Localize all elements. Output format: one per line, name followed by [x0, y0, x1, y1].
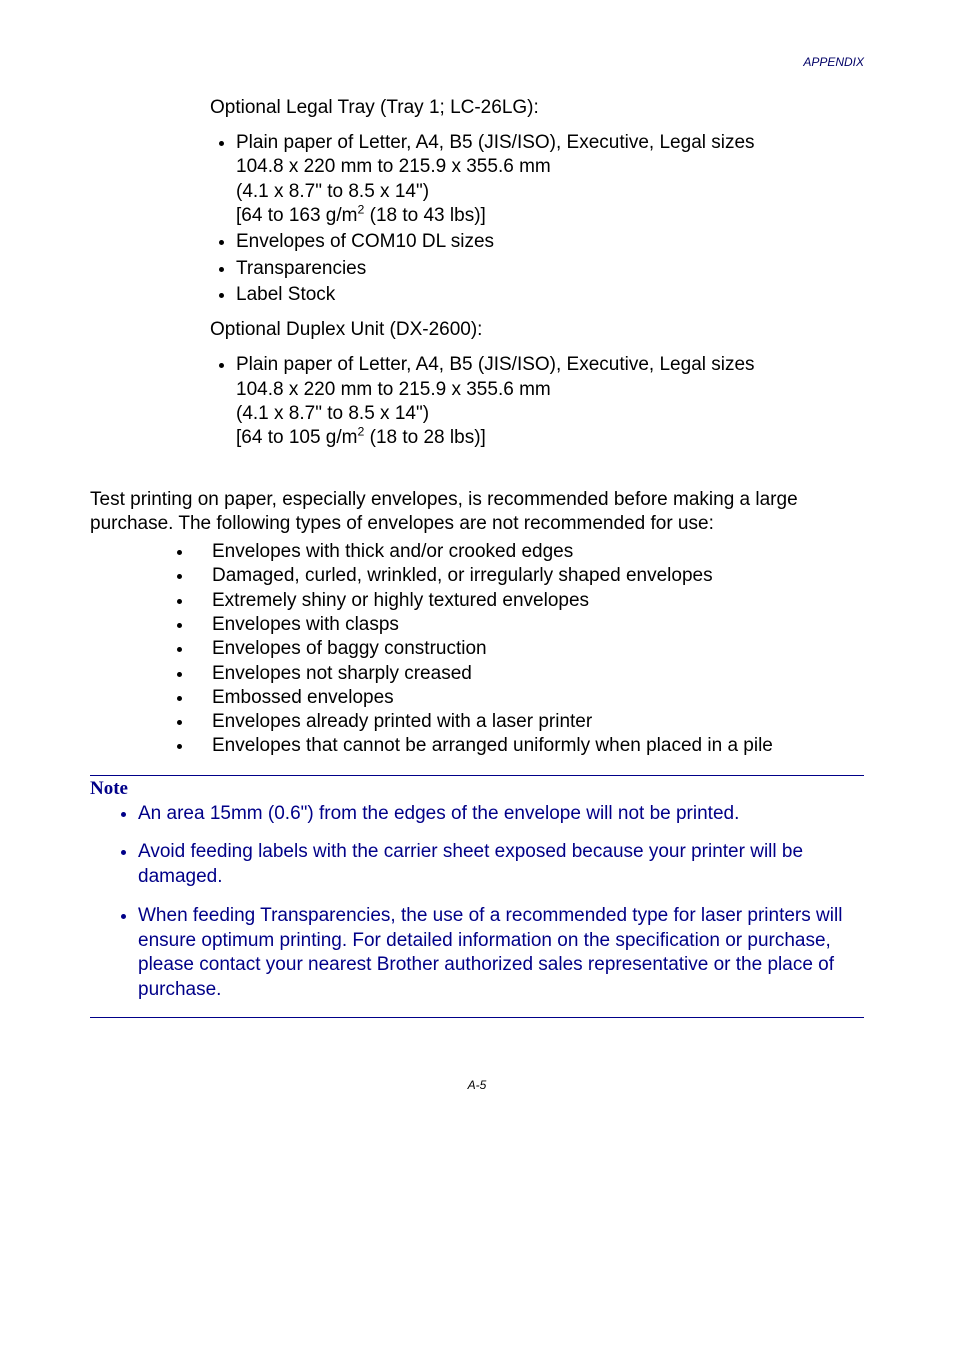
list-item: Damaged, curled, wrinkled, or irregularl… [194, 564, 864, 588]
item-subline: (4.1 x 8.7" to 8.5 x 14") [236, 402, 864, 426]
list-item: Plain paper of Letter, A4, B5 (JIS/ISO),… [236, 353, 864, 450]
list-item: Envelopes with thick and/or crooked edge… [194, 540, 864, 564]
page-container: APPENDIX Optional Legal Tray (Tray 1; LC… [0, 0, 954, 1132]
note-list: An area 15mm (0.6") from the edges of th… [90, 802, 864, 1003]
item-subline: 104.8 x 220 mm to 215.9 x 355.6 mm [236, 378, 864, 402]
page-number: A-5 [90, 1078, 864, 1092]
item-subline: [64 to 163 g/m2 (18 to 43 lbs)] [236, 204, 864, 228]
item-subline: (4.1 x 8.7" to 8.5 x 14") [236, 180, 864, 204]
list-item: Envelopes of COM10 DL sizes [236, 230, 864, 254]
note-rule-bottom [90, 1017, 864, 1018]
header-appendix: APPENDIX [90, 55, 864, 69]
note-item: When feeding Transparencies, the use of … [138, 904, 864, 1003]
list-item: Envelopes not sharply creased [194, 662, 864, 686]
section1-title: Optional Legal Tray (Tray 1; LC-26LG): [210, 97, 864, 119]
list-item: Plain paper of Letter, A4, B5 (JIS/ISO),… [236, 131, 864, 228]
list-item: Transparencies [236, 257, 864, 281]
note-item: An area 15mm (0.6") from the edges of th… [138, 802, 864, 827]
section2-list: Plain paper of Letter, A4, B5 (JIS/ISO),… [210, 353, 864, 450]
item-subline: [64 to 105 g/m2 (18 to 28 lbs)] [236, 426, 864, 450]
note-rule-top [90, 775, 864, 776]
list-item: Envelopes that cannot be arranged unifor… [194, 734, 864, 758]
note-title: Note [90, 778, 864, 800]
item-text: Plain paper of Letter, A4, B5 (JIS/ISO),… [236, 132, 755, 153]
section2-title: Optional Duplex Unit (DX-2600): [210, 319, 864, 341]
item-text: Plain paper of Letter, A4, B5 (JIS/ISO),… [236, 354, 755, 375]
list-item: Extremely shiny or highly textured envel… [194, 589, 864, 613]
list-item: Envelopes with clasps [194, 613, 864, 637]
list-item: Envelopes of baggy construction [194, 637, 864, 661]
section1-list: Plain paper of Letter, A4, B5 (JIS/ISO),… [210, 131, 864, 307]
list-item: Envelopes already printed with a laser p… [194, 710, 864, 734]
list-item: Embossed envelopes [194, 686, 864, 710]
body-paragraph: Test printing on paper, especially envel… [90, 488, 864, 536]
list-item: Label Stock [236, 283, 864, 307]
note-item: Avoid feeding labels with the carrier sh… [138, 840, 864, 889]
item-subline: 104.8 x 220 mm to 215.9 x 355.6 mm [236, 155, 864, 179]
envelope-list: Envelopes with thick and/or crooked edge… [166, 540, 864, 759]
